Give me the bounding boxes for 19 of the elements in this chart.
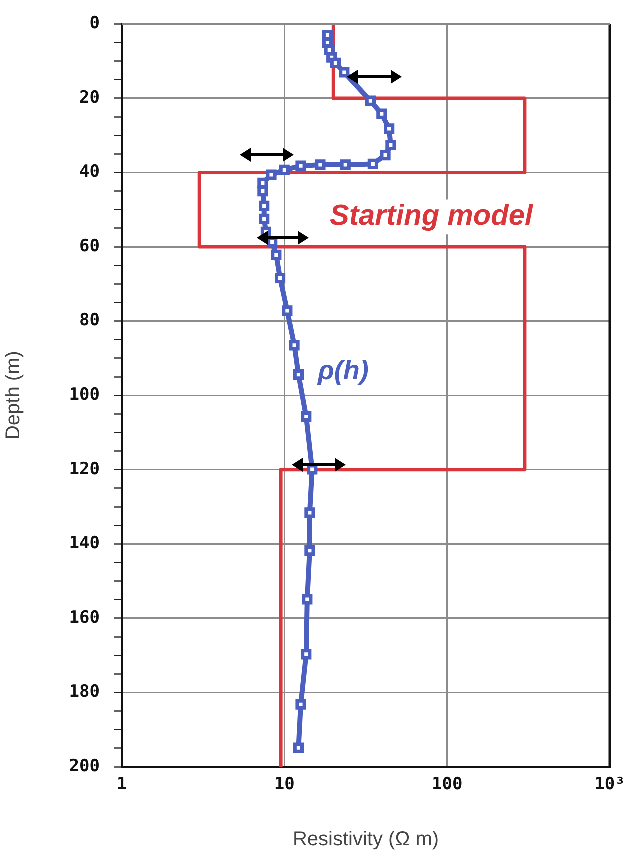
x-tick-label: 100 [432,774,463,795]
x-axis-title: Resistivity (Ω m) [292,828,440,851]
y-tick-label: 20 [80,88,100,108]
series-label: Starting model [330,200,534,232]
y-tick-label: 40 [80,162,100,182]
y-tick-label: 160 [69,608,100,628]
y-tick-label: 0 [90,14,100,34]
x-tick-label: 10³ [594,774,626,795]
x-tick-label: 1 [116,774,128,795]
y-tick-label: 180 [69,682,100,702]
y-axis-title: Depth (m) [2,351,25,440]
y-tick-label: 140 [69,534,100,554]
y-tick-label: 200 [69,756,100,776]
y-tick-label: 80 [80,310,100,331]
y-tick-label: 60 [80,236,100,256]
x-tick-label: 10 [274,774,295,795]
y-tick-label: 100 [69,385,100,406]
series-label: ρ(h) [317,356,369,386]
y-tick-label: 120 [69,459,100,480]
